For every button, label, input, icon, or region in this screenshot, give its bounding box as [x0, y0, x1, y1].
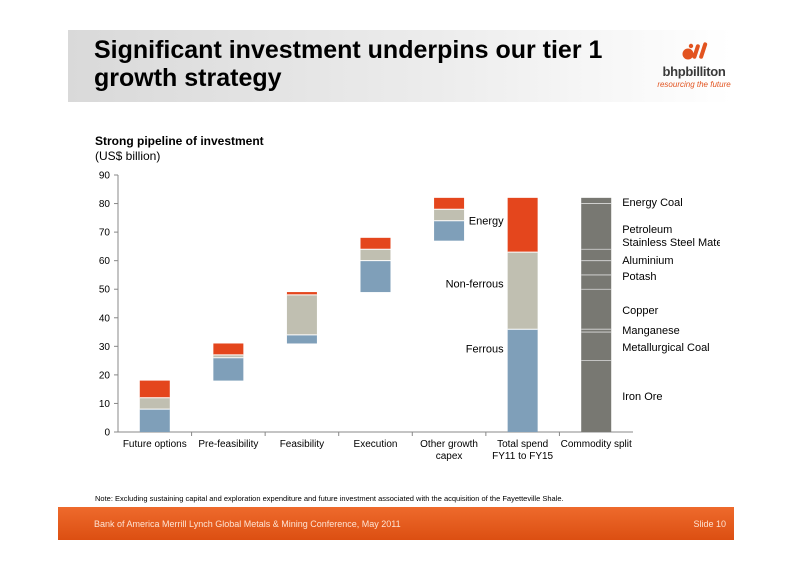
y-tick-label: 40	[99, 313, 111, 324]
bar-segment-energy	[360, 237, 391, 250]
y-tick-label: 80	[99, 199, 111, 210]
y-tick-label: 20	[99, 370, 111, 381]
footer-slide-number: Slide 10	[693, 519, 726, 529]
bar-segment-energy	[286, 292, 317, 295]
segment-label: Ferrous	[466, 344, 504, 356]
commodity-label: Copper	[622, 305, 658, 317]
bar-segment-energy	[139, 380, 170, 398]
bar-segment-ferrous	[286, 334, 317, 344]
commodity-label: Iron Ore	[622, 391, 662, 403]
logo-wordmark: bhpbilliton	[662, 64, 726, 79]
footer-conference: Bank of America Merrill Lynch Global Met…	[94, 519, 401, 529]
x-tick-label: Pre-feasibility	[198, 439, 258, 450]
bar-segment-nonferrous	[286, 294, 317, 335]
bar-segment-ferrous	[507, 329, 538, 432]
footer-bar: Bank of America Merrill Lynch Global Met…	[58, 507, 734, 540]
title-band	[68, 30, 732, 102]
x-tick-label: Commodity split	[561, 439, 632, 450]
bhp-billiton-logo: bhpbilliton resourcing the future	[654, 40, 734, 98]
bar-segment-nonferrous	[139, 397, 170, 410]
bar-segment-nonferrous	[434, 209, 465, 221]
segment-label: Non-ferrous	[446, 279, 505, 291]
x-tick-label: Total spend	[497, 439, 548, 450]
x-tick-label: Feasibility	[280, 439, 324, 450]
x-tick-label: capex	[436, 451, 463, 462]
segment-label: Energy	[469, 216, 504, 228]
bar-segment-ferrous	[213, 357, 244, 381]
x-tick-label: Future options	[123, 439, 187, 450]
y-tick-label: 50	[99, 285, 111, 296]
logo-mark-icon	[682, 42, 708, 60]
bar-segment-energy	[507, 197, 538, 253]
commodity-label: Stainless Steel Materials	[622, 237, 720, 249]
logo-tagline: resourcing the future	[657, 80, 731, 89]
bar-segment-nonferrous	[213, 354, 244, 358]
y-tick-label: 90	[99, 171, 111, 182]
y-tick-label: 30	[99, 342, 111, 353]
y-tick-label: 0	[104, 428, 110, 439]
chart-title: Strong pipeline of investment	[95, 134, 264, 148]
page-title: Significant investment underpins our tie…	[94, 36, 603, 92]
commodity-label: Metallurgical Coal	[622, 342, 709, 354]
commodity-label: Petroleum	[622, 224, 672, 236]
bar-segment-nonferrous	[507, 252, 538, 330]
bar-segment-energy	[213, 343, 244, 355]
bar-segment-energy	[434, 197, 465, 210]
x-tick-label: FY11 to FY15	[492, 451, 553, 462]
commodity-label: Potash	[622, 271, 656, 283]
commodity-label: Aluminium	[622, 255, 673, 267]
y-tick-label: 60	[99, 256, 111, 267]
x-tick-label: Other growth	[420, 439, 478, 450]
footnote: Note: Excluding sustaining capital and e…	[95, 494, 564, 503]
bar-segment-ferrous	[139, 409, 170, 432]
bar-segment-ferrous	[434, 220, 465, 241]
commodity-label: Energy Coal	[622, 197, 683, 209]
commodity-split-bar	[581, 197, 612, 432]
chart-unit-label: (US$ billion)	[95, 149, 161, 163]
y-tick-label: 70	[99, 228, 111, 239]
bar-segment-ferrous	[360, 260, 391, 293]
y-tick-label: 10	[99, 399, 111, 410]
commodity-label: Manganese	[622, 325, 680, 337]
x-tick-label: Execution	[354, 439, 398, 450]
bar-segment-nonferrous	[360, 249, 391, 261]
investment-pipeline-chart: 0 10 20 30 40 50 60 70 80 90 Future options Pre-fea…	[99, 171, 720, 463]
